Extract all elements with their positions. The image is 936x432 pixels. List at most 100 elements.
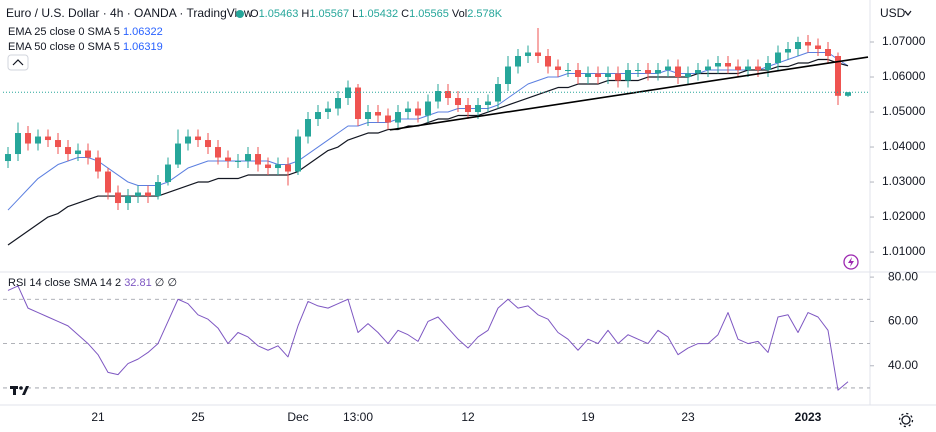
na-value: ∅ [155, 277, 165, 289]
candle-body [395, 112, 401, 123]
x-tick-label: 25 [191, 410, 205, 424]
candle-body [525, 52, 531, 57]
x-tick-label: Dec [287, 410, 308, 424]
y-tick-label: 1.06000 [882, 69, 926, 83]
na-value: ∅ [167, 277, 177, 289]
candle-body [115, 192, 121, 204]
candle-body [135, 192, 141, 197]
candle-body [35, 136, 41, 144]
candle-body [205, 140, 211, 148]
candle-body [65, 147, 71, 155]
ohlc-label: L [352, 8, 358, 20]
candle-body [75, 150, 81, 155]
candle-body [795, 42, 801, 50]
ohlc-value: 1.05463 [259, 8, 299, 20]
y-tick-label: 1.07000 [882, 34, 926, 48]
candle-body [295, 136, 301, 172]
x-tick-label: 23 [681, 410, 695, 424]
candle-body [235, 161, 241, 163]
ohlc-label: C [401, 8, 409, 20]
candle-body [405, 108, 411, 113]
ohlc-label: Vol [452, 8, 467, 20]
unit-dropdown[interactable] [904, 10, 912, 16]
candle-body [265, 164, 271, 169]
axis-unit[interactable]: USD [880, 6, 906, 20]
candle-body [105, 171, 111, 193]
ohlc-readout: O1.05463 H1.05567 L1.05432 C1.05565 Vol2… [250, 8, 503, 20]
y-tick-label: 1.04000 [882, 139, 926, 153]
x-tick-label: 13:00 [343, 410, 373, 424]
candle-body [735, 66, 741, 71]
candle-body [345, 87, 351, 99]
candle-body [645, 70, 651, 74]
title: Euro / U.S. Dollar · 4h · OANDA · Tradin… [6, 6, 253, 20]
candle-body [825, 49, 831, 57]
trendline [389, 56, 869, 131]
candle-body [195, 136, 201, 141]
y-tick-label: 80.00 [888, 269, 918, 283]
candle-body [515, 56, 521, 67]
candle-body [595, 73, 601, 78]
candle-body [585, 73, 591, 78]
ohlc-value: 1.05565 [409, 8, 449, 20]
indicator-legend: EMA 25 close 0 SMA 5 1.06322 [8, 26, 163, 38]
candle-body [415, 108, 421, 116]
ohlc-value: 1.05567 [309, 8, 349, 20]
ohlc-label: H [301, 8, 309, 20]
candle-body [685, 73, 691, 78]
alert-icon[interactable] [843, 254, 859, 270]
y-tick-label: 60.00 [888, 314, 918, 328]
candle-body [85, 150, 91, 158]
candle-body [365, 112, 371, 120]
candle-body [285, 164, 291, 172]
candle-body [335, 98, 341, 109]
volume-value: 2.578K [467, 8, 503, 20]
candle-body [715, 63, 721, 67]
candle-body [775, 52, 781, 64]
rsi-line [7, 285, 849, 391]
candle-body [605, 73, 611, 78]
candle-body [475, 105, 481, 113]
candle-body [355, 87, 361, 120]
candle-body [565, 70, 571, 72]
x-tick-label: 19 [581, 410, 595, 424]
collapse-legend-button[interactable] [7, 54, 29, 71]
symbol-title: Euro / U.S. Dollar · 4h · OANDA · Tradin… [6, 6, 253, 20]
y-tick-label: 1.02000 [882, 209, 926, 223]
candle-body [175, 143, 181, 165]
indicator-name: EMA 50 close 0 SMA 5 [8, 41, 120, 53]
rsi-legend: RSI 14 close SMA 14 2 32.81 ∅ ∅ [8, 277, 177, 289]
tradingview-logo [10, 386, 29, 395]
candle-body [695, 70, 701, 74]
candle-body [545, 56, 551, 67]
indicator-name: RSI 14 close SMA 14 2 [8, 277, 121, 289]
candle-body [655, 70, 661, 74]
candle-body [435, 91, 441, 102]
candle-body [375, 112, 381, 116]
candle-body [325, 108, 331, 113]
candle-body [755, 66, 761, 71]
candle-body [485, 101, 491, 106]
ohlc-value: 1.05432 [358, 8, 398, 20]
candle-body [785, 49, 791, 53]
candle-body [505, 66, 511, 85]
candle-body [725, 63, 731, 67]
candle-body [815, 45, 821, 50]
indicator-legend: EMA 50 close 0 SMA 5 1.06319 [8, 41, 163, 53]
candle-body [55, 140, 61, 148]
candle-body [155, 182, 161, 197]
settings-gear[interactable] [898, 412, 914, 428]
market-status-dot [236, 10, 244, 18]
candle-body [745, 66, 751, 71]
candle-body [385, 115, 391, 123]
indicator-value: 1.06319 [123, 41, 163, 53]
candle-body [95, 157, 101, 172]
candle-body [535, 52, 541, 57]
indicator-value: 1.06322 [123, 26, 163, 38]
candle-body [445, 91, 451, 99]
candle-body [455, 98, 461, 106]
candle-body [45, 136, 51, 141]
candle-body [495, 84, 501, 102]
